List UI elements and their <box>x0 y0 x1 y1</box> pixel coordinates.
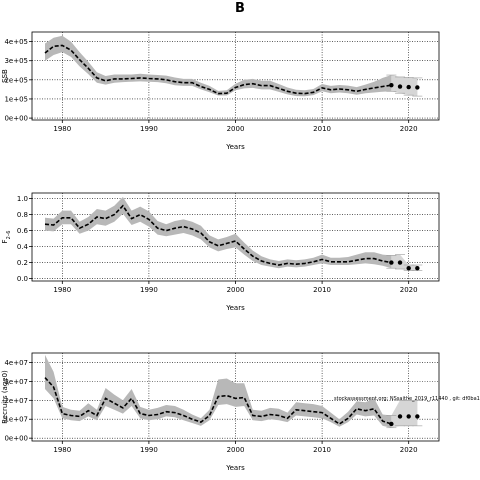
y-tick-label: 1.0 <box>17 195 28 203</box>
forecast-point <box>406 266 411 271</box>
x-axis-label: Years <box>225 304 245 312</box>
forecast-point <box>389 82 394 88</box>
x-tick-label: 2010 <box>313 446 331 454</box>
confidence-band <box>45 35 392 97</box>
y-tick-label: 0.0 <box>17 275 28 283</box>
x-axis-label: Years <box>225 464 245 472</box>
x-tick-label: 2020 <box>400 286 418 294</box>
forecast-point <box>406 84 411 90</box>
y-tick-label: 4e+05 <box>4 38 28 46</box>
y-tick-label: 4e+07 <box>4 359 28 367</box>
panel-ssb: 1980 1990 2000 2010 2020 0e+00 1e+05 2e+05 3e+05… <box>1 31 440 151</box>
x-tick-label: 1990 <box>140 446 158 454</box>
panel-f2-6: 1980 1990 2000 2010 2020 0.0 0.2 0.4 0.6 0.8 1.0 Ye… <box>1 192 440 312</box>
x-tick-label: 1980 <box>53 125 71 133</box>
y-axis-label: F2–6 <box>1 231 12 244</box>
y-tick-label: 3e+05 <box>4 57 28 65</box>
figure-title: B <box>235 1 245 16</box>
y-tick-label: 2e+07 <box>4 397 28 405</box>
assessment-annotation: stockassessment.org: NSsaithe_2019_r1144… <box>334 396 480 402</box>
forecast-point <box>415 266 420 271</box>
forecast-point <box>389 260 394 265</box>
x-tick-label: 1990 <box>140 286 158 294</box>
confidence-band <box>45 354 392 428</box>
estimate-line <box>44 44 392 95</box>
y-axis-label: SSB <box>1 69 9 83</box>
estimate-line <box>44 204 392 266</box>
x-axis-label: Years <box>225 143 245 151</box>
x-tick-label: 2000 <box>227 446 245 454</box>
x-tick-label: 2010 <box>313 286 331 294</box>
forecast-point <box>415 414 420 419</box>
y-axis-label: Recruits (age0) <box>1 370 9 424</box>
x-tick-label: 2020 <box>400 446 418 454</box>
x-tick-label: 1990 <box>140 125 158 133</box>
x-tick-label: 2000 <box>227 286 245 294</box>
y-axis-label-subscript: 2–6 <box>6 231 12 240</box>
y-tick-label: 0.4 <box>17 243 29 251</box>
confidence-band <box>45 197 392 269</box>
x-tick-label: 2020 <box>400 125 418 133</box>
y-tick-label: 2e+05 <box>4 76 28 84</box>
forecast-point <box>415 85 420 90</box>
y-tick-label: 0e+00 <box>4 435 28 443</box>
y-tick-label: 0e+00 <box>4 115 28 123</box>
panel-recruits: 1980 1990 2000 2010 2020 0e+00 1e+07 2e+07 3e+07… <box>1 352 480 472</box>
x-tick-label: 2000 <box>227 125 245 133</box>
forecast-confidence-band <box>391 75 418 97</box>
forecast-point <box>397 414 403 419</box>
y-tick-label: 1e+07 <box>4 416 28 424</box>
forecast-point <box>397 84 403 89</box>
forecast-point <box>397 260 403 265</box>
y-tick-label: 0.2 <box>17 259 28 267</box>
x-tick-label: 1980 <box>53 286 71 294</box>
y-tick-label: 0.8 <box>17 211 28 219</box>
panels-group: 1980 1990 2000 2010 2020 0e+00 1e+05 2e+05 3e+05… <box>1 31 480 472</box>
x-tick-label: 2010 <box>313 125 331 133</box>
x-tick-label: 1980 <box>53 446 71 454</box>
forecast-point <box>389 421 394 427</box>
y-tick-label: 0.6 <box>17 227 29 235</box>
forecast-confidence-band <box>391 400 418 428</box>
forecast-point <box>406 414 411 419</box>
y-tick-label: 3e+07 <box>4 378 28 386</box>
estimate-line <box>44 377 392 425</box>
forecast-confidence-band <box>391 254 418 271</box>
y-tick-label: 1e+05 <box>4 95 28 103</box>
